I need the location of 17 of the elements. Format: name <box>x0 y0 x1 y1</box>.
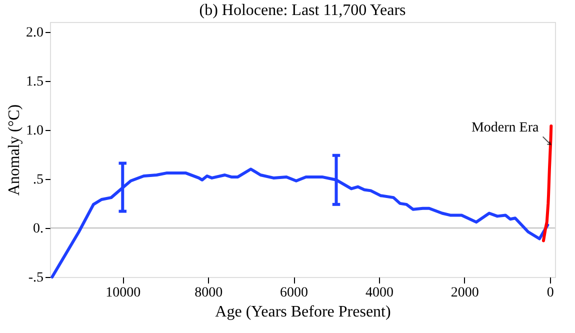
y-tick-label: -.5 <box>28 270 44 286</box>
x-tick-label: 2000 <box>450 286 479 300</box>
y-tick-label: 1.0 <box>26 123 44 138</box>
x-tick-label: 8000 <box>194 286 223 300</box>
x-tick-label: 4000 <box>365 286 394 300</box>
y-tick-label: 0. <box>33 221 44 236</box>
x-tick-label: 0 <box>546 286 554 300</box>
x-axis-title: Age (Years Before Present) <box>215 304 391 320</box>
chart-title: (b) Holocene: Last 11,700 Years <box>199 2 406 19</box>
y-tick-label: 1.5 <box>26 74 44 90</box>
x-tick-label: 6000 <box>280 286 308 300</box>
annotation: Modern Era <box>471 120 540 136</box>
y-axis-title: Anomaly (°C) <box>6 104 23 196</box>
y-tick-label: 2.0 <box>26 25 44 40</box>
x-tick-label: 10000 <box>106 286 141 300</box>
line-series <box>542 124 553 242</box>
y-tick-label: .5 <box>33 172 44 188</box>
